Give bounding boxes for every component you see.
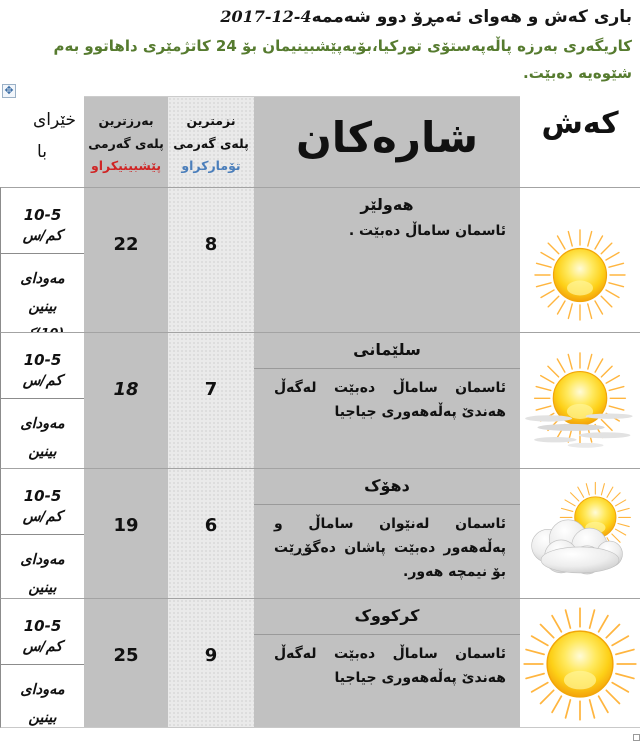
min-temp-cell-kirkuk: 9 [168, 598, 254, 728]
city-forecast-text: ئاسمان ساماڵ دەبێت . [348, 223, 506, 239]
wind-speed-value: 10-5 [23, 350, 62, 369]
column-header-cities-label: شارەکان [295, 112, 479, 162]
city-name: دهۆک [364, 476, 410, 495]
visibility: مەودای بینین (10)کم [1, 665, 84, 727]
max-temp-value: 18 [113, 379, 139, 400]
min-temp-value: 9 [204, 645, 218, 666]
max-header-line2: پلەی گەرمی [88, 135, 164, 151]
visibility-label2: بینین [28, 443, 57, 460]
max-header-predicted-label: پێشبینیکراو [90, 158, 162, 173]
min-temp-value: 6 [204, 515, 218, 536]
min-temp-value: 8 [204, 234, 218, 255]
city-cell-erbil: هەولێر ئاسمان ساماڵ دەبێت . [254, 187, 520, 332]
wind-speed: 10-5 کم/س [1, 333, 84, 399]
city-name: هەولێر [360, 195, 414, 214]
city-name: کرکووک [354, 606, 420, 625]
wind-speed-unit: کم/س [22, 509, 63, 526]
wind-speed-unit: کم/س [22, 639, 63, 656]
wind-header-line1: خێرای [32, 110, 76, 130]
visibility-label1: مەودای [20, 552, 65, 568]
wind-speed-unit: کم/س [22, 228, 63, 245]
document-header: باری کەش و هەوای ئەمڕۆ دوو شەممە2017-12-… [12, 5, 632, 88]
visibility: مەودای بینین (10)کم [1, 535, 84, 598]
min-header-line2: پلەی گەرمی [173, 135, 249, 151]
column-header-weather: کەش [520, 96, 640, 187]
page-title: باری کەش و هەوای ئەمڕۆ دوو شەممە2017-12-… [12, 5, 632, 31]
column-header-cities: شارەکان [254, 96, 520, 187]
weather-icon-cell-kirkuk [520, 598, 640, 728]
max-temp-value: 22 [113, 234, 139, 255]
wind-speed-value: 10-5 [23, 616, 62, 635]
wind-speed: 10-5 کم/س [1, 469, 84, 535]
wind-cell-kirkuk: 10-5 کم/س مەودای بینین (10)کم [0, 598, 84, 728]
visibility-label1: مەودای [20, 271, 65, 287]
city-name: سلێمانی [353, 340, 421, 359]
forecast-subtitle: کاریگەری بەرزە پاڵەپەستۆی تورکیا،بۆیەپێش… [12, 33, 632, 89]
weather-forecast-table: کەش شارەکان نزمترین پلەی گەرمی تۆمارکراو… [0, 96, 640, 728]
wind-cell-duhok: 10-5 کم/س مەودای بینین (10)کم [0, 468, 84, 598]
city-forecast-text: ئاسمان ساماڵ دەبێت لەگەڵ هەندێ پەڵەهەوری… [254, 634, 520, 691]
wind-header-line2: با [37, 142, 47, 163]
weather-icon-cell-sulaymaniyah [520, 332, 640, 468]
max-header-line1: بەرزترین [98, 113, 154, 128]
wind-speed: 10-5 کم/س [1, 188, 84, 254]
sun-cloud-icon [521, 475, 639, 593]
city-cell-duhok: دهۆک ئاسمان لەنێوان ساماڵ و پەڵەهەور دەب… [254, 468, 520, 598]
city-cell-sulaymaniyah: سلێمانی ئاسمان ساماڵ دەبێت لەگەڵ هەندێ پ… [254, 332, 520, 468]
sun-haze-icon [524, 341, 636, 461]
visibility-label1: مەودای [20, 682, 65, 698]
max-temp-cell-erbil: 22 [84, 187, 168, 332]
min-temp-cell-erbil: 8 [168, 187, 254, 332]
max-temp-cell-kirkuk: 25 [84, 598, 168, 728]
visibility-label1: مەودای [20, 416, 65, 432]
subtitle-line-2: شێوەیە دەبێت. [523, 64, 632, 83]
column-header-wind: خێرای با [0, 96, 84, 187]
min-header-line1: نزمترین [186, 113, 236, 128]
weather-icon-cell-duhok [520, 468, 640, 598]
column-header-min-temp: نزمترین پلەی گەرمی تۆمارکراو [168, 96, 254, 187]
page-title-date: 2017-12-4 [220, 7, 312, 26]
max-temp-value: 19 [113, 515, 139, 536]
wind-cell-sulaymaniyah: 10-5 کم/س مەودای بینین (10)کم [0, 332, 84, 468]
city-cell-kirkuk: کرکووک ئاسمان ساماڵ دەبێت لەگەڵ هەندێ پە… [254, 598, 520, 728]
visibility: مەودای بینین (10)کم [1, 254, 84, 332]
visibility: مەودای بینین (10)کم [1, 399, 84, 468]
visibility-label2: بینین [28, 709, 57, 726]
wind-speed: 10-5 کم/س [1, 599, 84, 665]
visibility-value: (10)کم [1, 321, 84, 332]
sun-icon [520, 600, 640, 726]
visibility-label2: بینین [28, 579, 57, 596]
min-temp-cell-duhok: 6 [168, 468, 254, 598]
page-title-text: باری کەش و هەوای ئەمڕۆ دوو شەممە [311, 7, 632, 27]
wind-speed-value: 10-5 [23, 205, 62, 224]
min-temp-cell-sulaymaniyah: 7 [168, 332, 254, 468]
table-move-handle-icon[interactable] [2, 84, 16, 98]
weather-icon-cell-erbil [520, 187, 640, 332]
city-forecast-text: ئاسمان لەنێوان ساماڵ و پەڵەهەور دەبێت پا… [254, 504, 520, 584]
max-temp-value: 25 [113, 645, 139, 666]
wind-speed-unit: کم/س [22, 373, 63, 390]
subtitle-line-1: کاریگەری بەرزە پاڵەپەستۆی تورکیا،بۆیەپێش… [53, 36, 632, 55]
wind-cell-erbil: 10-5 کم/س مەودای بینین (10)کم [0, 187, 84, 332]
sun-icon [530, 195, 630, 325]
city-forecast-text: ئاسمان ساماڵ دەبێت لەگەڵ هەندێ پەڵەهەوری… [254, 368, 520, 425]
min-header-recorded-label: تۆمارکراو [181, 158, 241, 173]
wind-speed-value: 10-5 [23, 486, 62, 505]
column-header-weather-label: کەش [541, 106, 619, 141]
visibility-label2: بینین [28, 298, 57, 315]
table-resize-handle[interactable] [633, 734, 640, 741]
max-temp-cell-duhok: 19 [84, 468, 168, 598]
column-header-max-temp: بەرزترین پلەی گەرمی پێشبینیکراو [84, 96, 168, 187]
max-temp-cell-sulaymaniyah: 18 [84, 332, 168, 468]
min-temp-value: 7 [204, 379, 218, 400]
